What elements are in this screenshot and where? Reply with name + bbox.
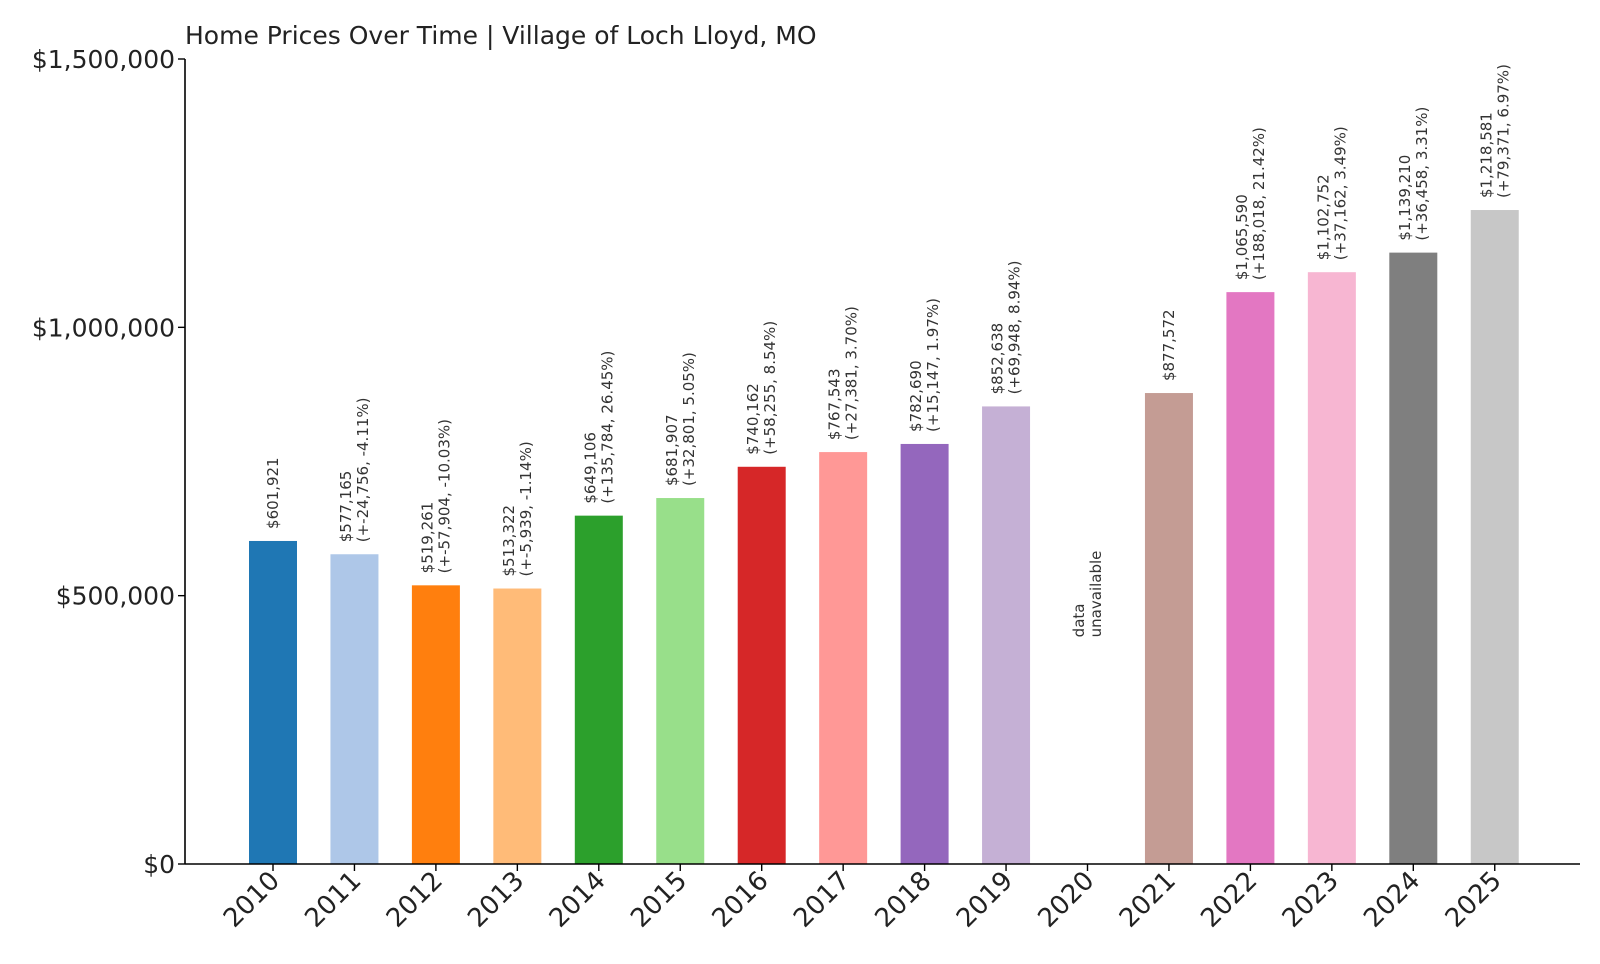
data-label-2019: $852,638(+69,948, 8.94%): [989, 260, 1024, 394]
data-label-line: $601,921: [264, 457, 282, 529]
data-label-line: $877,572: [1160, 309, 1178, 381]
x-tick-label-2024: 2024: [1358, 866, 1426, 934]
x-axis: 2010 2011 2012 2013 2014 2015 2016 2017 2018 2019…: [185, 863, 1580, 934]
bar-2017: [819, 452, 868, 864]
data-label-line: $1,065,590: [1233, 194, 1251, 280]
data-label-line: $577,165: [337, 471, 355, 543]
data-label-2015: $681,907(+32,801, 5.05%): [663, 352, 698, 486]
y-tick-label: $500,000: [56, 582, 175, 611]
x-tick-label-2019: 2019: [951, 866, 1019, 934]
data-label-line: (+69,948, 8.94%): [1006, 260, 1024, 394]
data-label-line: unavailable: [1087, 551, 1105, 638]
data-label-line: (+58,255, 8.54%): [761, 321, 779, 455]
data-label-line: $649,106: [581, 432, 599, 504]
bar-2025: [1470, 210, 1519, 864]
bar-2019: [982, 406, 1031, 864]
bar-2022: [1226, 292, 1275, 864]
x-tick-label-2023: 2023: [1277, 866, 1345, 934]
y-tick-label: $0: [143, 850, 175, 879]
data-label-line: (+-57,904, -10.03%): [435, 419, 453, 573]
data-label-line: $513,322: [500, 505, 518, 577]
data-label-line: (+188,018, 21.42%): [1250, 127, 1268, 280]
chart-title: Home Prices Over Time | Village of Loch …: [185, 21, 817, 50]
data-label-line: $1,102,752: [1314, 174, 1332, 260]
data-label-line: $767,543: [826, 369, 844, 441]
data-label-line: $519,261: [418, 502, 436, 574]
data-label-line: (+32,801, 5.05%): [680, 352, 698, 486]
data-label-line: data: [1070, 604, 1088, 638]
x-tick-label-2025: 2025: [1440, 866, 1508, 934]
data-label-line: (+-24,756, -4.11%): [354, 397, 372, 542]
bar-2010: [249, 540, 297, 864]
x-tick-label-2011: 2011: [299, 866, 367, 934]
data-label-line: $1,139,210: [1396, 155, 1414, 241]
data-label-line: $681,907: [663, 414, 681, 486]
x-tick-label-2010: 2010: [218, 866, 286, 934]
bar-2016: [737, 466, 786, 864]
data-label-line: (+79,371, 6.97%): [1494, 64, 1512, 198]
x-tick-label-2022: 2022: [1195, 866, 1263, 934]
bar-2013: [493, 588, 542, 864]
x-tick-label-2012: 2012: [381, 866, 449, 934]
data-label-line: (+15,147, 1.97%): [924, 298, 942, 432]
x-tick-label-2015: 2015: [625, 866, 693, 934]
bar-2023: [1307, 272, 1356, 864]
data-label-line: $1,218,581: [1477, 112, 1495, 198]
x-tick-label-2014: 2014: [544, 866, 612, 934]
bar-2024: [1389, 252, 1438, 864]
y-tick-label: $1,000,000: [32, 313, 175, 342]
data-label-2012: $519,261(+-57,904, -10.03%): [418, 419, 453, 573]
data-label-line: (+135,784, 26.45%): [598, 351, 616, 504]
bar-series: [249, 210, 1519, 864]
data-label-2022: $1,065,590(+188,018, 21.42%): [1233, 127, 1268, 280]
data-label-line: $740,162: [744, 383, 762, 455]
x-tick-label-2020: 2020: [1032, 866, 1100, 934]
bar-2011: [330, 554, 379, 864]
data-label-2025: $1,218,581(+79,371, 6.97%): [1477, 64, 1512, 198]
data-label-line: (+37,162, 3.49%): [1331, 126, 1349, 260]
bar-2018: [900, 443, 949, 864]
data-label-2020: dataunavailable: [1070, 551, 1105, 638]
bar-2015: [656, 498, 705, 864]
data-label-2018: $782,690(+15,147, 1.97%): [907, 298, 942, 432]
data-label-line: $852,638: [989, 323, 1007, 395]
x-tick-label-2018: 2018: [870, 866, 938, 934]
data-label-2021: $877,572: [1160, 309, 1178, 381]
data-labels: $601,921 $577,165(+-24,756, -4.11%) $519,2…: [264, 64, 1512, 637]
bar-2014: [574, 515, 623, 864]
data-label-2016: $740,162(+58,255, 8.54%): [744, 321, 779, 455]
bar-2021: [1144, 393, 1193, 864]
y-axis: $0 $500,000 $1,000,000 $1,500,000: [32, 45, 186, 879]
x-tick-label-2021: 2021: [1114, 866, 1182, 934]
data-label-2013: $513,322(+-5,939, -1.14%): [500, 441, 535, 576]
data-label-line: (+27,381, 3.70%): [843, 306, 861, 440]
data-label-2024: $1,139,210(+36,458, 3.31%): [1396, 107, 1431, 241]
data-label-line: (+-5,939, -1.14%): [517, 441, 535, 576]
data-label-2014: $649,106(+135,784, 26.45%): [581, 351, 616, 504]
data-label-2023: $1,102,752(+37,162, 3.49%): [1314, 126, 1349, 260]
y-tick-label: $1,500,000: [32, 45, 175, 74]
x-tick-label-2016: 2016: [707, 866, 775, 934]
bar-2012: [411, 585, 460, 864]
x-tick-label-2013: 2013: [462, 866, 530, 934]
data-label-2010: $601,921: [264, 457, 282, 529]
data-label-2017: $767,543(+27,381, 3.70%): [826, 306, 861, 440]
data-label-2011: $577,165(+-24,756, -4.11%): [337, 397, 372, 542]
data-label-line: $782,690: [907, 360, 925, 432]
x-tick-label-2017: 2017: [788, 866, 856, 934]
data-label-line: (+36,458, 3.31%): [1413, 107, 1431, 241]
